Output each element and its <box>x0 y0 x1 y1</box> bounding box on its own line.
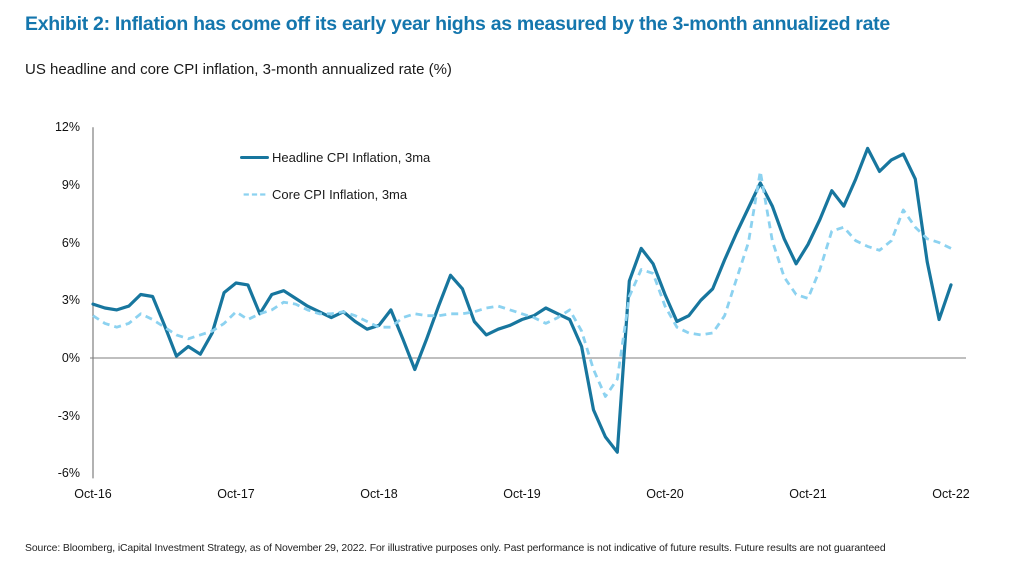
y-tick-label: 12% <box>54 120 80 134</box>
legend-label-core: Core CPI Inflation, 3ma <box>272 186 408 202</box>
legend-item-core: Core CPI Inflation, 3ma <box>240 186 407 202</box>
x-tick-label: Oct-16 <box>74 487 112 501</box>
y-tick-label: 9% <box>61 178 80 192</box>
legend-marker-solid-line <box>240 155 269 159</box>
exhibit-title: Exhibit 2: Inflation has come off its ea… <box>25 13 890 35</box>
headline-cpi-series-line <box>91 146 953 454</box>
core-cpi-series-line <box>92 169 952 398</box>
chart-subtitle: US headline and core CPI inflation, 3-mo… <box>25 61 452 78</box>
y-tick-label: 6% <box>61 236 80 250</box>
y-tick-label: -6% <box>57 466 80 480</box>
y-tick-label: -3% <box>57 409 80 423</box>
x-tick-label: Oct-21 <box>789 487 827 501</box>
legend-marker-dashed-line <box>243 192 266 196</box>
y-tick-label: 3% <box>61 293 80 307</box>
legend-label-headline: Headline CPI Inflation, 3ma <box>272 149 431 165</box>
x-tick-label: Oct-20 <box>646 487 684 501</box>
x-tick-label: Oct-22 <box>932 487 970 501</box>
x-tick-label: Oct-18 <box>360 487 398 501</box>
y-tick-label: 0% <box>61 351 80 365</box>
legend-item-headline: Headline CPI Inflation, 3ma <box>240 149 430 165</box>
source-note: Source: Bloomberg, iCapital Investment S… <box>25 543 886 554</box>
x-tick-label: Oct-19 <box>503 487 541 501</box>
x-tick-label: Oct-17 <box>217 487 255 501</box>
